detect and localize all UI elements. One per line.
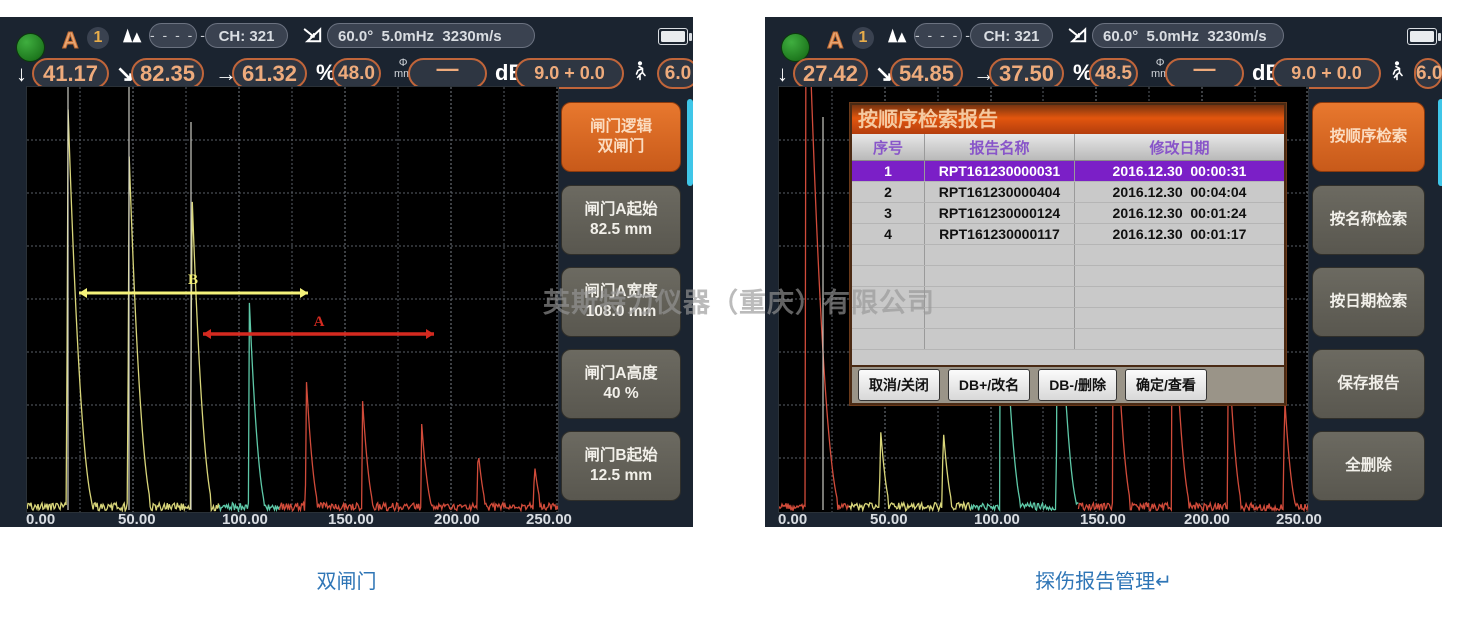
svg-text:B: B — [188, 272, 198, 288]
svg-text:A: A — [314, 314, 325, 330]
